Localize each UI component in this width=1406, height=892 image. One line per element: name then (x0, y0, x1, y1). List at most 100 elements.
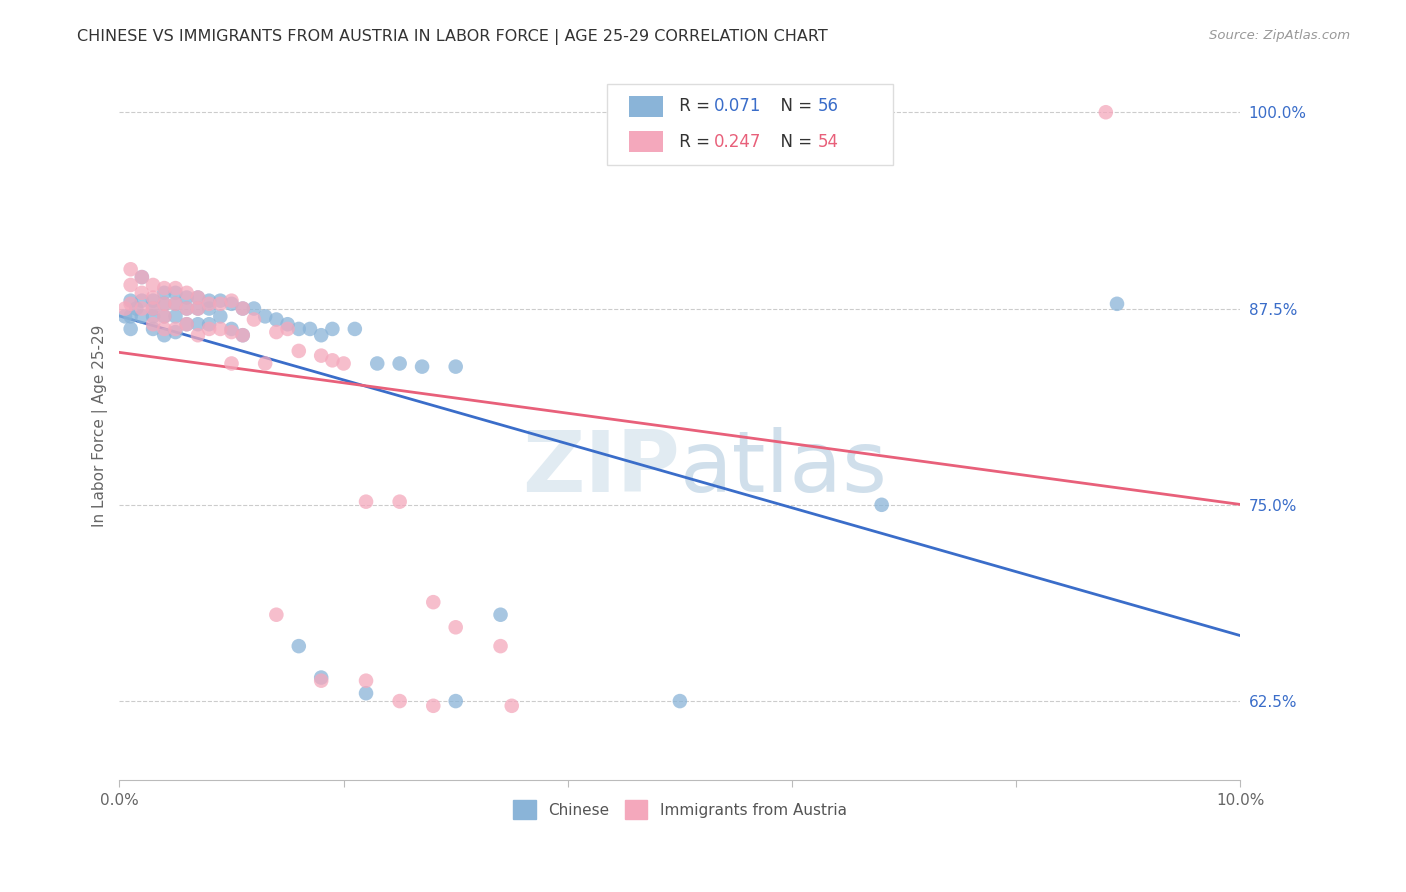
Point (221, 297, 243, 311)
Point (153, 328, 176, 343)
Text: Source: ZipAtlas.com: Source: ZipAtlas.com (1209, 29, 1350, 42)
Point (266, 312, 288, 326)
Point (388, 694, 411, 708)
Point (321, 353, 343, 368)
Point (187, 317, 209, 331)
Point (142, 301, 165, 316)
Point (232, 328, 254, 343)
Point (131, 301, 153, 316)
Point (120, 322, 142, 336)
Text: N =: N = (769, 97, 817, 115)
Point (142, 317, 165, 331)
Point (165, 297, 187, 311)
Text: 0.247: 0.247 (713, 133, 761, 151)
Point (1094, 105, 1116, 120)
Point (669, 694, 692, 708)
Point (165, 310, 187, 324)
Text: R =: R = (675, 133, 716, 151)
Point (187, 328, 209, 343)
Text: N =: N = (769, 133, 817, 151)
Point (187, 291, 209, 305)
Point (142, 277, 165, 292)
Point (444, 694, 467, 708)
Point (142, 322, 165, 336)
Point (388, 356, 411, 370)
Point (232, 301, 254, 316)
Point (444, 359, 467, 374)
Point (142, 291, 165, 305)
Point (232, 301, 254, 316)
FancyBboxPatch shape (630, 131, 664, 153)
Point (411, 359, 433, 374)
Point (266, 325, 288, 339)
Point (277, 322, 299, 336)
Point (366, 356, 388, 370)
Point (444, 620, 467, 634)
Point (153, 281, 176, 295)
Point (209, 293, 232, 308)
Text: 54: 54 (818, 133, 839, 151)
Text: CHINESE VS IMMIGRANTS FROM AUSTRIA IN LABOR FORCE | AGE 25-29 CORRELATION CHART: CHINESE VS IMMIGRANTS FROM AUSTRIA IN LA… (77, 29, 828, 45)
Point (176, 317, 198, 331)
Point (142, 293, 165, 308)
Point (120, 262, 142, 277)
Point (277, 317, 299, 331)
Point (309, 349, 332, 363)
Point (1105, 297, 1128, 311)
Point (198, 297, 221, 311)
Point (187, 301, 209, 316)
Point (165, 281, 187, 295)
Point (176, 285, 198, 300)
Point (221, 325, 243, 339)
Point (114, 310, 136, 324)
Legend: Chinese, Immigrants from Austria: Chinese, Immigrants from Austria (508, 794, 853, 825)
Point (209, 310, 232, 324)
Point (165, 297, 187, 311)
Point (187, 291, 209, 305)
Point (165, 322, 187, 336)
Point (120, 277, 142, 292)
Point (120, 297, 142, 311)
Point (198, 293, 221, 308)
Point (232, 328, 254, 343)
Point (489, 639, 512, 653)
Point (131, 310, 153, 324)
Point (243, 312, 266, 326)
Point (198, 317, 221, 331)
FancyBboxPatch shape (607, 84, 893, 165)
Point (309, 673, 332, 688)
Point (209, 322, 232, 336)
Point (321, 322, 343, 336)
Point (288, 322, 311, 336)
Point (120, 310, 142, 324)
Text: ZIP: ZIP (522, 427, 681, 510)
Point (142, 310, 165, 324)
Point (153, 297, 176, 311)
Point (221, 356, 243, 370)
Point (870, 105, 893, 120)
Point (153, 297, 176, 311)
Point (125, 301, 148, 316)
Point (176, 317, 198, 331)
Point (153, 285, 176, 300)
Point (489, 607, 512, 622)
Text: R =: R = (675, 97, 716, 115)
Point (142, 301, 165, 316)
FancyBboxPatch shape (630, 95, 664, 117)
Point (131, 270, 153, 285)
Point (288, 343, 311, 358)
Point (221, 322, 243, 336)
Point (298, 322, 321, 336)
Point (198, 322, 221, 336)
Point (422, 698, 444, 713)
Point (153, 310, 176, 324)
Point (288, 639, 311, 653)
Text: atlas: atlas (681, 427, 887, 510)
Point (332, 356, 354, 370)
Point (354, 686, 377, 700)
Point (131, 293, 153, 308)
Point (354, 494, 377, 508)
Point (176, 291, 198, 305)
Point (165, 325, 187, 339)
Point (221, 293, 243, 308)
